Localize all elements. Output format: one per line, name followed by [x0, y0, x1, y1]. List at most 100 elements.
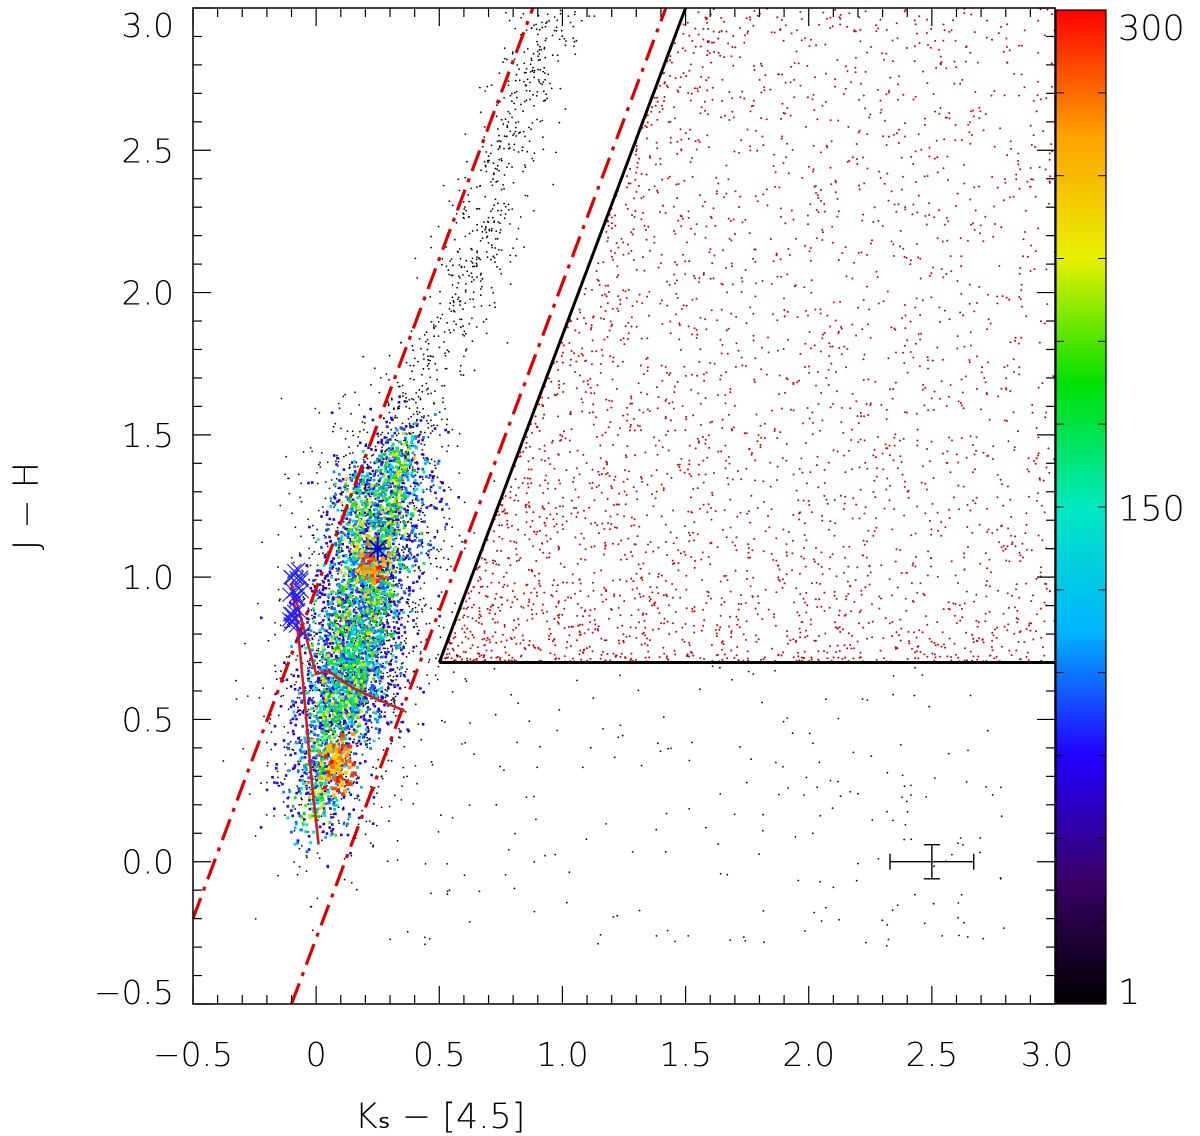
density-point [533, 910, 536, 913]
density-cell [367, 612, 370, 616]
density-point [370, 721, 373, 724]
density-point [429, 540, 432, 542]
density-point [406, 930, 409, 933]
density-point [425, 531, 428, 534]
density-cell [275, 781, 279, 785]
density-point [307, 803, 310, 806]
density-cell [337, 473, 341, 476]
density-point [932, 902, 935, 905]
density-point [335, 567, 338, 570]
density-point [335, 530, 337, 532]
density-point [513, 143, 516, 146]
density-point [521, 149, 524, 152]
density-point [496, 202, 499, 205]
density-point [525, 796, 528, 798]
density-point [300, 797, 303, 800]
density-point [419, 569, 422, 572]
density-cell [356, 794, 360, 798]
density-point [314, 681, 317, 684]
density-point [778, 793, 780, 796]
density-cell [356, 695, 360, 698]
density-point [235, 698, 238, 700]
density-cell [375, 666, 379, 669]
density-point [392, 711, 395, 714]
density-cell [363, 605, 366, 608]
density-point [377, 696, 380, 699]
density-point [492, 178, 494, 181]
density-point [340, 798, 343, 800]
density-point [332, 816, 335, 819]
density-cell [370, 773, 373, 777]
density-point [536, 50, 539, 53]
density-point [324, 481, 327, 483]
density-cell [429, 543, 432, 547]
density-cell [327, 680, 330, 684]
density-cell [336, 551, 339, 555]
density-point [277, 566, 279, 568]
density-point [427, 355, 429, 358]
density-cell [328, 623, 331, 627]
density-point [839, 795, 842, 798]
density-point [453, 320, 455, 323]
density-point [382, 749, 385, 751]
density-point [276, 770, 279, 773]
density-point [308, 659, 311, 662]
density-point [655, 828, 658, 831]
density-cell [358, 762, 362, 765]
density-point [397, 385, 400, 388]
density-point [296, 873, 299, 876]
density-point [348, 791, 351, 794]
density-point [529, 63, 532, 66]
density-point [819, 814, 822, 817]
density-cell [369, 747, 372, 750]
density-point [459, 277, 461, 279]
density-cell [335, 569, 339, 572]
density-cell [349, 539, 352, 543]
density-point [408, 537, 411, 539]
density-point [509, 261, 512, 263]
density-point [308, 677, 310, 679]
density-point [300, 482, 303, 485]
density-cell [353, 615, 356, 618]
density-cell [338, 539, 342, 542]
density-point [370, 476, 373, 479]
density-point [726, 873, 729, 876]
density-cell [398, 579, 401, 582]
density-cell [335, 463, 338, 466]
density-point [463, 208, 466, 210]
density-point [314, 622, 317, 625]
density-cell [376, 457, 379, 461]
density-point [330, 813, 332, 816]
density-point [390, 699, 393, 701]
density-point [525, 89, 528, 92]
density-cell [387, 517, 390, 520]
density-point [302, 451, 305, 453]
density-cell [327, 583, 331, 586]
density-cell [333, 497, 337, 500]
density-point [459, 370, 462, 373]
density-point [500, 249, 503, 252]
density-point [372, 845, 374, 848]
density-point [396, 381, 399, 384]
density-point [857, 792, 859, 795]
density-point [418, 337, 421, 340]
density-point [498, 146, 501, 149]
density-point [427, 359, 429, 361]
density-point [377, 466, 380, 468]
density-point [457, 178, 460, 181]
density-cell [300, 699, 304, 703]
density-point [354, 639, 357, 642]
density-point [433, 460, 436, 463]
density-point [441, 445, 443, 448]
density-point [426, 388, 428, 391]
density-point [339, 551, 341, 553]
density-point [312, 583, 314, 585]
density-point [514, 126, 517, 129]
density-point [559, 12, 562, 15]
density-cell [412, 619, 415, 622]
density-point [554, 853, 557, 856]
density-cell [327, 634, 330, 638]
density-cell [421, 438, 424, 442]
density-point [762, 910, 765, 912]
density-point [433, 327, 435, 330]
